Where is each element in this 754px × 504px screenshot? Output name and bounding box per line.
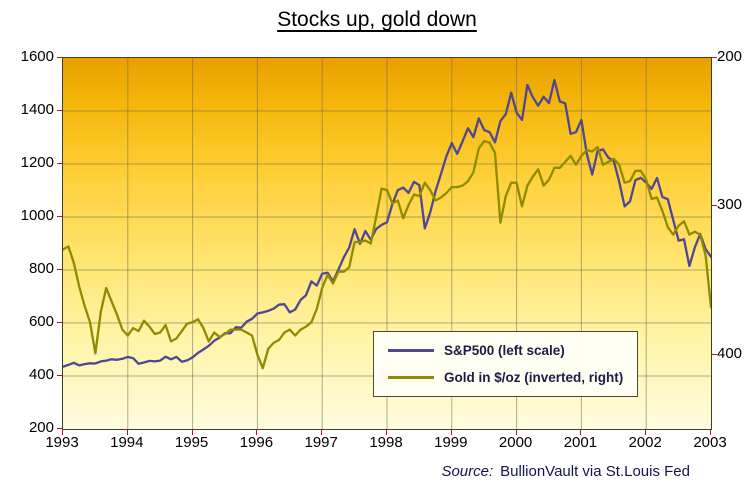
axis-tick [57, 375, 62, 376]
x-axis-label: 2000 [498, 434, 533, 451]
x-axis-label: 1999 [434, 434, 468, 451]
axis-tick [645, 430, 647, 435]
y-right-label: 200 [717, 48, 743, 65]
y-left-label: 600 [28, 313, 54, 330]
axis-tick [191, 430, 193, 435]
x-axis-label: 1997 [304, 434, 338, 451]
axis-tick [386, 430, 387, 435]
source-label: Source: [441, 463, 494, 480]
y-right-label: 400 [717, 344, 743, 362]
sp500-legend-label: S&P500 (left scale) [444, 343, 565, 358]
axis-tick [126, 430, 128, 435]
y-right-label: 300 [717, 196, 743, 214]
axis-tick [450, 430, 452, 435]
axis-tick [712, 57, 717, 58]
y-left-label: 400 [28, 366, 54, 383]
y-left-label: 1400 [20, 101, 54, 118]
x-axis-label: 2003 [693, 434, 727, 451]
chart-title: Stocks up, gold down [277, 8, 477, 31]
x-axis-label: 1993 [45, 434, 79, 451]
axis-tick [712, 353, 717, 355]
x-axis-label: 2001 [563, 434, 598, 451]
axis-tick [57, 216, 62, 217]
y-left-label: 1600 [20, 48, 54, 65]
axis-tick [57, 269, 62, 270]
axis-tick [515, 430, 517, 435]
sp500-line-swatch [388, 349, 434, 352]
axis-tick [57, 322, 62, 323]
y-left-label: 1200 [20, 154, 54, 171]
gold-line-swatch [388, 376, 434, 379]
axis-tick [57, 57, 62, 58]
source-text: BullionVault via St.Louis Fed [500, 463, 690, 480]
y-left-label: 200 [28, 419, 54, 436]
axis-tick [712, 205, 717, 207]
x-axis-label: 2002 [628, 434, 662, 451]
legend-item-gold: Gold in $/oz (inverted, right) [388, 370, 623, 385]
x-axis-label: 1994 [110, 434, 144, 451]
axis-tick [321, 430, 323, 435]
x-axis-label: 1998 [369, 434, 403, 451]
legend-item-sp500: S&P500 (left scale) [388, 343, 623, 358]
gold-legend-label: Gold in $/oz (inverted, right) [444, 370, 624, 385]
axis-tick [580, 430, 582, 435]
y-left-label: 800 [28, 260, 54, 277]
axis-tick [57, 163, 62, 164]
source-note: Source: BullionVault via St.Louis Fed [441, 463, 690, 480]
y-left-label: 1000 [20, 207, 54, 224]
legend: S&P500 (left scale) Gold in $/oz (invert… [373, 331, 639, 397]
axis-tick [62, 430, 63, 435]
axis-tick [256, 430, 258, 435]
axis-tick [57, 110, 62, 111]
axis-tick [57, 428, 62, 429]
axis-tick [710, 430, 711, 435]
x-axis-label: 1995 [174, 434, 209, 451]
x-axis-label: 1996 [239, 434, 274, 451]
